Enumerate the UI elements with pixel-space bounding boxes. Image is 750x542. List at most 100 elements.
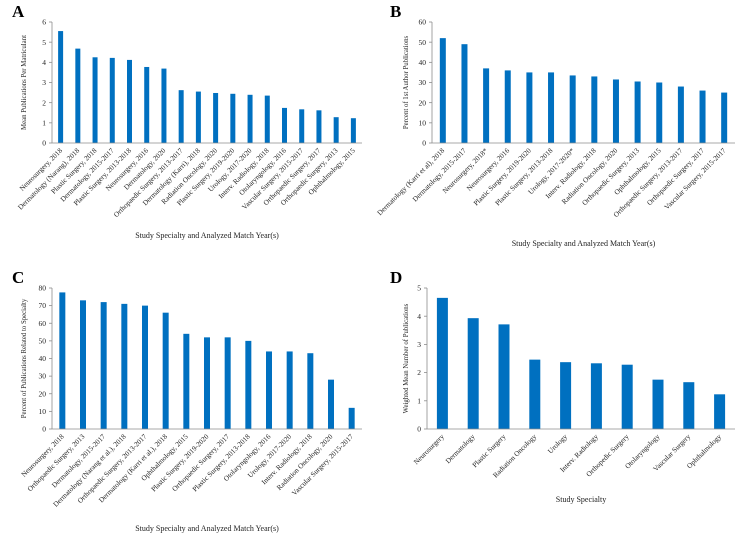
panel-d-ytick-label: 1 — [417, 396, 421, 405]
panel-c-bar — [59, 292, 66, 429]
panel-c-ytick-label: 80 — [39, 284, 47, 293]
panel-c-ytick-label: 0 — [42, 425, 46, 434]
panel-a-bar — [299, 109, 305, 143]
panel-b-bar — [569, 75, 576, 143]
panel-a-ytick-label: 5 — [42, 38, 46, 47]
panel-b-ytick-label: 40 — [419, 58, 427, 67]
panel-a-bar — [75, 48, 81, 144]
panel-a-bar — [333, 117, 339, 143]
panel-b-bar — [612, 79, 619, 143]
panel-d-bars — [436, 297, 726, 429]
panel-c-bar — [286, 351, 293, 429]
panel-a-bar — [213, 92, 219, 143]
panel-b-bar — [483, 68, 490, 143]
panel-c-bar — [348, 407, 355, 429]
panel-letter-c: C — [12, 268, 24, 287]
panel-c-ytick-label: 70 — [39, 301, 47, 310]
panel-d-bar — [714, 394, 726, 429]
panel-a-ytick-label: 3 — [42, 78, 46, 87]
panel-b-ytick-label: 30 — [419, 78, 427, 87]
panel-c-xlabel: Study Specialty and Analyzed Match Year(… — [135, 524, 279, 533]
panel-c-ylabel: Percent of Publications Related to Speci… — [21, 298, 28, 418]
panel-d-bar — [683, 382, 695, 429]
panel-d-ytick-label: 4 — [417, 312, 421, 321]
panel-d-bar — [467, 318, 479, 429]
panel-a-bar — [178, 90, 184, 143]
panel-b-ytick-label: 0 — [422, 139, 426, 148]
panel-d-ytick-label: 0 — [417, 425, 421, 434]
panel-a-bar — [264, 95, 270, 143]
panel-a-bar — [316, 110, 322, 143]
panel-c-bar — [162, 312, 169, 429]
panel-c-ytick-label: 20 — [39, 389, 47, 398]
panel-a-ytick-label: 0 — [42, 139, 46, 148]
panel-c-bar — [224, 337, 231, 429]
panel-b-bar — [504, 70, 511, 143]
panel-d-category-label: Dermatology — [444, 432, 477, 465]
panel-a-bar — [195, 91, 201, 143]
panel-c-bar — [183, 333, 190, 429]
panel-a-ytick-label: 1 — [42, 118, 46, 127]
panel-c-bar — [245, 340, 252, 429]
panel-a-bars — [58, 31, 356, 144]
panel-d-ytick-label: 3 — [417, 340, 421, 349]
panel-b-bar — [677, 86, 684, 143]
panel-a-xlabel: Study Specialty and Analyzed Match Year(… — [135, 231, 279, 240]
panel-c-ytick-label: 40 — [39, 354, 47, 363]
panel-b-bar — [721, 92, 728, 143]
panel-d-ytick-label: 2 — [417, 368, 421, 377]
panel-d-bar — [560, 362, 572, 429]
panel-b-bar — [439, 38, 446, 144]
panel-a-bar — [58, 31, 64, 144]
panel-a-bar — [92, 57, 98, 143]
panel-c-ytick-label: 50 — [39, 336, 47, 345]
panel-c-bar — [307, 353, 314, 429]
panel-b-bar — [634, 81, 641, 143]
panel-b-bar — [699, 90, 706, 143]
panel-c-bar — [266, 351, 272, 429]
panel-b-ytick-label: 50 — [419, 38, 427, 47]
panel-b-ytick-label: 10 — [419, 118, 427, 127]
panel-a-ytick-label: 6 — [42, 18, 46, 27]
panel-c-bar — [121, 303, 128, 429]
panel-a-ytick-label: 2 — [42, 98, 46, 107]
panel-b-bars — [439, 38, 728, 144]
panel-c-bar — [328, 379, 334, 429]
panel-letter-d: D — [390, 268, 402, 287]
panel-d-bar — [621, 364, 633, 429]
panel-d-bar — [529, 359, 541, 429]
panel-c-bars — [59, 292, 355, 429]
panel-d-bar — [498, 324, 510, 429]
panel-d-bar — [436, 297, 448, 429]
panel-b-ylabel: Percent of 1st Author Publications — [403, 36, 410, 130]
panel-b-bar — [656, 82, 663, 143]
panel-b-xlabel: Study Specialty and Analyzed Match Year(… — [512, 239, 656, 248]
panel-a-bar — [127, 59, 132, 144]
panel-a-bar — [247, 94, 253, 143]
panel-a-bar — [161, 68, 167, 143]
panel-a-bar — [109, 57, 115, 143]
panel-d-category-label: Urology — [546, 432, 569, 455]
panel-c-bar — [80, 300, 86, 429]
panel-d-category-label: Neurosurgery — [412, 432, 446, 466]
panel-b-bar — [526, 72, 533, 143]
panel-a-bar — [230, 93, 236, 143]
panel-b-ytick-label: 20 — [419, 98, 427, 107]
panel-c-bar — [100, 302, 107, 429]
panel-a-bar — [350, 118, 356, 143]
panel-c-ytick-label: 10 — [39, 407, 47, 416]
panel-letter-b: B — [390, 2, 401, 21]
panel-d-bar — [652, 379, 664, 429]
panel-b-ytick-label: 60 — [419, 18, 427, 27]
panel-a-ytick-label: 4 — [42, 58, 46, 67]
panel-d-ylabel: Weighted Mean Number of Publications — [403, 303, 410, 413]
panel-c-ytick-label: 30 — [39, 372, 47, 381]
panel-d-ytick-label: 5 — [417, 284, 421, 293]
panel-c-ytick-label: 60 — [39, 319, 47, 328]
